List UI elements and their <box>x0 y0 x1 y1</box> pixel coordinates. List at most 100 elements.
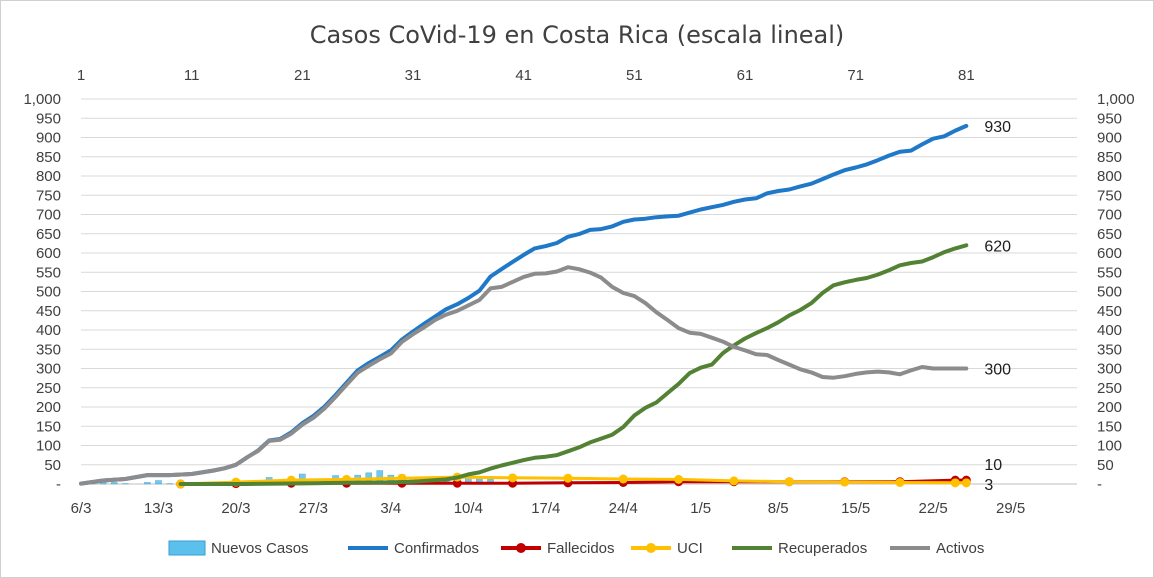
bottom-axis: 6/3 13/3 20/3 27/3 3/4 10/4 17/4 24/4 1/5 8/5 15/5… <box>71 500 1026 517</box>
y-tick-label-right: 600 <box>1097 245 1122 262</box>
y-axis-left: - 50 100 150 200 250 300 350 400 450 500 550 600 650 7… <box>23 91 61 493</box>
y-tick-label-left: 550 <box>36 264 61 281</box>
point-uci <box>563 473 573 483</box>
legend-label: Confirmados <box>394 540 479 557</box>
series-line-confirmados <box>79 123 969 486</box>
point-uci <box>618 474 628 484</box>
bottom-tick-label: 15/5 <box>841 500 870 517</box>
y-tick-label-right: 150 <box>1097 418 1122 435</box>
legend-marker <box>516 543 526 553</box>
y-tick-label-right: 1,000 <box>1097 91 1135 108</box>
series-line-uci <box>179 475 968 486</box>
y-tick-label-right: - <box>1097 476 1102 493</box>
y-tick-label-left: 950 <box>36 110 61 127</box>
legend-label: UCI <box>677 540 703 557</box>
y-tick-label-right: 250 <box>1097 380 1122 397</box>
point-uci <box>840 477 850 487</box>
top-tick-label: 41 <box>515 67 532 84</box>
end-labels: 930 10 3 620 300 <box>984 119 1011 494</box>
y-tick-label-left: 700 <box>36 207 61 224</box>
y-tick-label-left: 150 <box>36 418 61 435</box>
point-uci <box>729 476 739 486</box>
bottom-tick-label: 1/5 <box>690 500 711 517</box>
point-uci <box>784 477 794 487</box>
top-axis: 1 11 21 31 41 51 61 71 81 <box>77 67 975 84</box>
top-tick-label: 21 <box>294 67 311 84</box>
y-tick-label-right: 650 <box>1097 226 1122 243</box>
y-tick-label-left: 850 <box>36 149 61 166</box>
bar-nuevos-casos <box>155 480 162 485</box>
y-tick-label-left: 800 <box>36 168 61 185</box>
legend-label: Activos <box>936 540 984 557</box>
y-tick-label-right: 800 <box>1097 168 1122 185</box>
y-tick-label-right: 100 <box>1097 438 1122 455</box>
point-fallecidos <box>452 478 462 488</box>
point-uci <box>895 477 905 487</box>
y-tick-label-left: 50 <box>44 457 61 474</box>
bottom-tick-label: 22/5 <box>919 500 948 517</box>
y-tick-label-right: 550 <box>1097 264 1122 281</box>
bottom-tick-label: 24/4 <box>609 500 638 517</box>
y-tick-label-right: 500 <box>1097 284 1122 301</box>
top-tick-label: 61 <box>737 67 754 84</box>
legend-item-activos[interactable]: Activos <box>890 540 984 557</box>
y-tick-label-left: 650 <box>36 226 61 243</box>
legend-label: Nuevos Casos <box>211 540 309 557</box>
y-tick-label-left: 500 <box>36 284 61 301</box>
y-axis-right: - 50 100 150 200 250 300 350 400 450 500 550 600 650 7… <box>1097 91 1135 493</box>
y-tick-label-left: - <box>56 476 61 493</box>
y-tick-label-right: 850 <box>1097 149 1122 166</box>
y-tick-label-right: 200 <box>1097 399 1122 416</box>
y-tick-label-right: 400 <box>1097 322 1122 339</box>
y-tick-label-right: 50 <box>1097 457 1114 474</box>
bottom-tick-label: 29/5 <box>996 500 1025 517</box>
bottom-tick-label: 6/3 <box>71 500 92 517</box>
top-tick-label: 81 <box>958 67 975 84</box>
end-label-confirmados: 930 <box>984 119 1011 136</box>
top-tick-label: 31 <box>405 67 422 84</box>
bottom-tick-label: 20/3 <box>221 500 250 517</box>
legend-item-recuperados[interactable]: Recuperados <box>732 540 867 557</box>
y-tick-label-right: 700 <box>1097 207 1122 224</box>
y-tick-label-left: 350 <box>36 341 61 358</box>
bar-nuevos-casos <box>144 482 151 485</box>
end-label-activos: 300 <box>984 362 1011 379</box>
legend-item-fallecidos[interactable]: Fallecidos <box>501 540 615 557</box>
y-tick-label-left: 250 <box>36 380 61 397</box>
top-tick-label: 51 <box>626 67 643 84</box>
point-uci <box>961 478 971 488</box>
y-tick-label-right: 750 <box>1097 187 1122 204</box>
y-tick-label-right: 900 <box>1097 130 1122 147</box>
legend[interactable]: Nuevos Casos Confirmados Fallecidos UCI Recu… <box>168 540 984 557</box>
legend-item-confirmados[interactable]: Confirmados <box>348 540 479 557</box>
y-tick-label-right: 350 <box>1097 341 1122 358</box>
bottom-tick-label: 13/3 <box>144 500 173 517</box>
bottom-tick-label: 17/4 <box>531 500 560 517</box>
legend-swatch <box>168 540 206 556</box>
y-tick-label-left: 450 <box>36 303 61 320</box>
gridlines <box>81 98 1077 485</box>
bottom-tick-label: 10/4 <box>454 500 483 517</box>
y-tick-label-left: 200 <box>36 399 61 416</box>
y-tick-label-left: 750 <box>36 187 61 204</box>
y-tick-label-right: 300 <box>1097 361 1122 378</box>
legend-label: Fallecidos <box>547 540 615 557</box>
y-tick-label-right: 950 <box>1097 110 1122 127</box>
y-tick-label-left: 1,000 <box>23 91 61 108</box>
y-tick-label-left: 300 <box>36 361 61 378</box>
legend-item-nuevos-casos[interactable]: Nuevos Casos <box>168 540 309 557</box>
legend-item-uci[interactable]: UCI <box>631 540 703 557</box>
legend-marker <box>646 543 656 553</box>
y-tick-label-left: 400 <box>36 322 61 339</box>
bottom-tick-label: 8/5 <box>768 500 789 517</box>
point-uci <box>508 473 518 483</box>
chart-title: Casos CoVid-19 en Costa Rica (escala lin… <box>310 21 845 49</box>
y-tick-label-left: 600 <box>36 245 61 262</box>
y-tick-label-left: 900 <box>36 130 61 147</box>
bottom-tick-label: 3/4 <box>380 500 401 517</box>
point-uci <box>950 478 960 488</box>
bottom-tick-label: 27/3 <box>299 500 328 517</box>
top-tick-label: 71 <box>847 67 864 84</box>
